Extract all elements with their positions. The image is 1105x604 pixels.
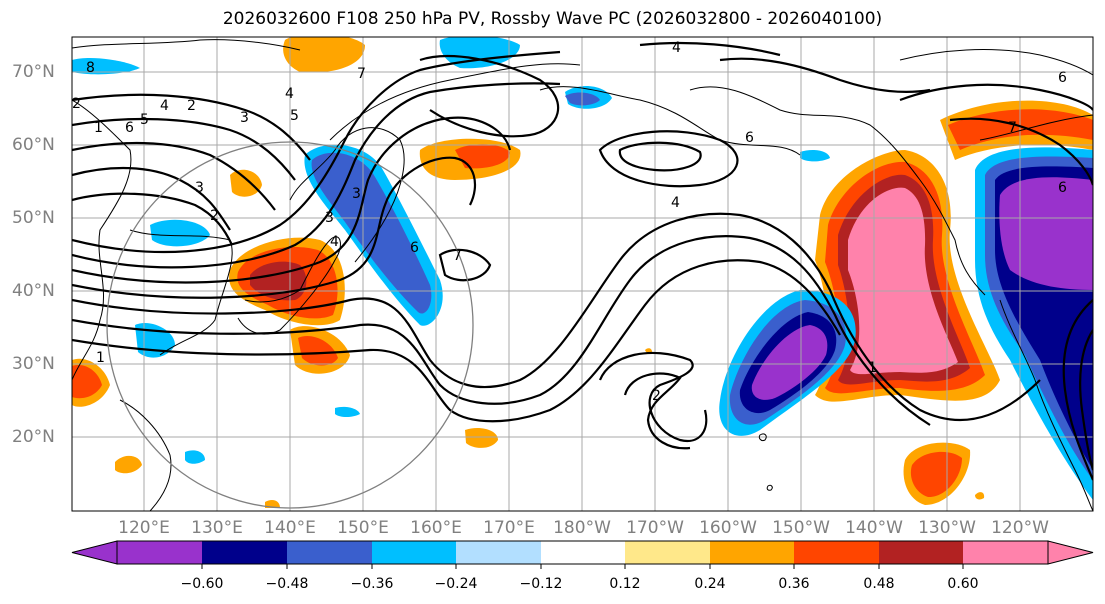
colorbar-tick-label: 0.24 bbox=[694, 576, 726, 592]
colorbar-swatch bbox=[117, 541, 202, 564]
colorbar-tick-label: 0.48 bbox=[863, 576, 895, 592]
contour-label: 1 bbox=[96, 350, 105, 366]
colorbar-tick-marks bbox=[201, 564, 964, 569]
contour-label: 3 bbox=[240, 110, 249, 126]
map-title: 2026032600 F108 250 hPa PV, Rossby Wave … bbox=[222, 9, 883, 29]
contour-label: 3 bbox=[352, 186, 361, 202]
lon-label-180w: 180°W bbox=[553, 518, 611, 538]
lat-label-60n: 60°N bbox=[12, 135, 55, 155]
contour-label: 6 bbox=[125, 120, 134, 136]
contour-label-group: 8 7 6 5 4 3 2 1 2 3 4 5 6 7 4 6 7 4 2 1 … bbox=[72, 40, 1067, 404]
contour-label: 6 bbox=[745, 130, 754, 146]
lat-label-70n: 70°N bbox=[12, 62, 55, 82]
anomaly-shading bbox=[72, 37, 1093, 508]
lon-label-170w: 170°W bbox=[626, 518, 684, 538]
lat-label-50n: 50°N bbox=[12, 208, 55, 228]
colorbar-tick-label: 0.60 bbox=[947, 576, 979, 592]
contour-label: 4 bbox=[285, 86, 294, 102]
colorbar-tick-label: 0.12 bbox=[609, 576, 641, 592]
lat-label-40n: 40°N bbox=[12, 281, 55, 301]
contour-label: 7 bbox=[357, 66, 366, 82]
lon-label-150w: 150°W bbox=[772, 518, 830, 538]
colorbar-swatch bbox=[710, 541, 794, 564]
graticule bbox=[72, 37, 1093, 511]
contour-label: 4 bbox=[330, 234, 339, 250]
colorbar-swatch bbox=[202, 541, 287, 564]
lon-label-160w: 160°W bbox=[699, 518, 757, 538]
contour-label: 6 bbox=[1058, 70, 1067, 86]
contour-label: 5 bbox=[290, 108, 299, 124]
contour-label: 8 bbox=[86, 60, 95, 76]
lon-label-140e: 140°E bbox=[264, 518, 316, 538]
colorbar-swatch bbox=[879, 541, 963, 564]
contour-label: 6 bbox=[410, 240, 419, 256]
colorbar-tick-label: 0.36 bbox=[778, 576, 810, 592]
lat-label-30n: 30°N bbox=[12, 354, 55, 374]
lon-label-150e: 150°E bbox=[337, 518, 389, 538]
contour-label: 2 bbox=[210, 208, 219, 224]
contour-label: 4 bbox=[671, 195, 680, 211]
lon-label-120e: 120°E bbox=[118, 518, 170, 538]
pv-contours bbox=[72, 41, 1093, 481]
colorbar-tick-label: −0.24 bbox=[434, 576, 478, 592]
lon-label-160e: 160°E bbox=[410, 518, 462, 538]
colorbar-tick-label: −0.48 bbox=[265, 576, 309, 592]
colorbar-swatch bbox=[287, 541, 372, 564]
contour-label: 3 bbox=[195, 180, 204, 196]
colorbar-swatch bbox=[456, 541, 541, 564]
lon-label-130w: 130°W bbox=[918, 518, 976, 538]
colorbar-swatch bbox=[963, 541, 1048, 564]
contour-label: 1 bbox=[94, 120, 103, 136]
colorbar-tick-label: −0.36 bbox=[350, 576, 394, 592]
contour-label: 7 bbox=[453, 248, 462, 264]
colorbar-swatch bbox=[625, 541, 710, 564]
colorbar-swatch bbox=[794, 541, 879, 564]
contour-label: 1 bbox=[868, 360, 877, 376]
contour-label: 2 bbox=[72, 96, 81, 112]
contour-label: 3 bbox=[325, 210, 334, 226]
colorbar bbox=[71, 540, 1094, 569]
contour-label: 2 bbox=[187, 98, 196, 114]
contour-label: 6 bbox=[1058, 180, 1067, 196]
colorbar-swatch bbox=[1047, 540, 1094, 565]
colorbar-tick-label: −0.60 bbox=[180, 576, 224, 592]
lon-label-120w: 120°W bbox=[991, 518, 1049, 538]
contour-label: 5 bbox=[140, 112, 149, 128]
contour-label: 4 bbox=[160, 98, 169, 114]
lat-label-20n: 20°N bbox=[12, 427, 55, 447]
lon-label-130e: 130°E bbox=[191, 518, 243, 538]
map-frame bbox=[71, 36, 1094, 512]
region-circle bbox=[106, 141, 474, 509]
colorbar-swatch bbox=[71, 540, 118, 565]
colorbar-swatch bbox=[541, 541, 625, 564]
map-plot-area bbox=[72, 37, 1093, 511]
lon-label-170e: 170°E bbox=[483, 518, 535, 538]
colorbar-swatch bbox=[372, 541, 456, 564]
colorbar-frame bbox=[116, 540, 1049, 565]
colorbar-tick-label: −0.12 bbox=[519, 576, 563, 592]
lon-label-140w: 140°W bbox=[845, 518, 903, 538]
contour-label: 2 bbox=[652, 388, 661, 404]
contour-label: 4 bbox=[672, 40, 681, 56]
contour-label: 7 bbox=[1008, 120, 1017, 136]
